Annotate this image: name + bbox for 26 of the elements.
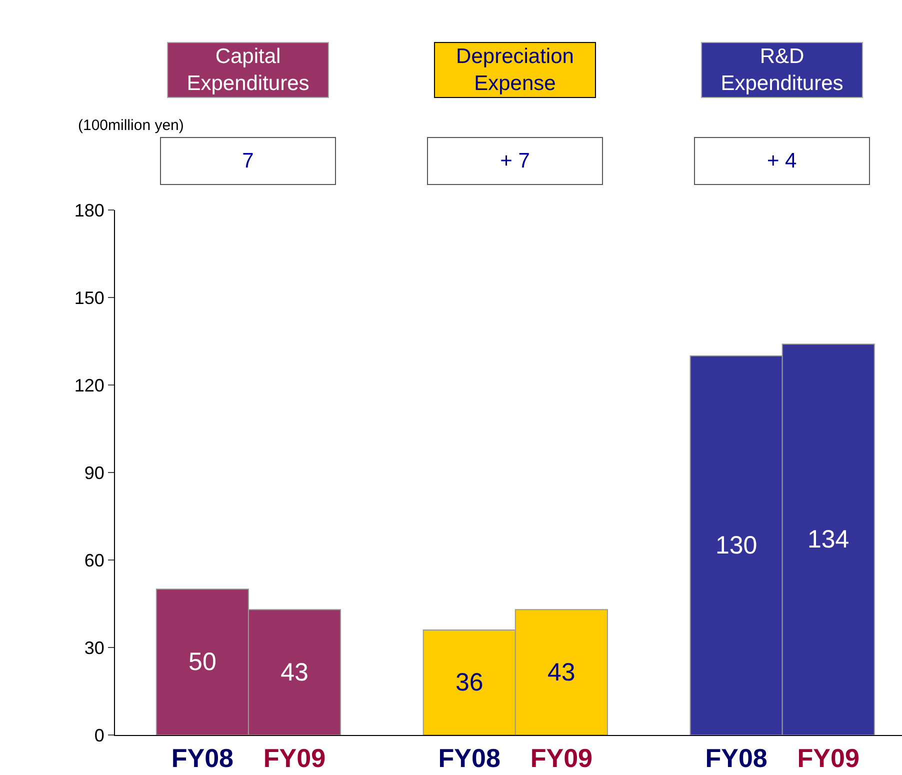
x-tick-label: FY09 — [263, 743, 326, 774]
y-tick-label: 30 — [84, 638, 104, 658]
text: 7 — [242, 150, 254, 172]
data-label: 36 — [455, 668, 484, 696]
y-tick-label: 60 — [84, 550, 104, 570]
text: + 4 — [766, 150, 798, 172]
x-tick-label: FY08 — [171, 743, 234, 774]
data-label: 43 — [548, 658, 576, 686]
y-tick-label: 0 — [94, 725, 104, 746]
text: Capital Expenditures — [186, 44, 310, 96]
data-label: 134 — [807, 526, 850, 554]
data-label: 50 — [188, 648, 216, 676]
x-tick-label: FY08 — [705, 743, 768, 774]
text: Depreciation Expense — [456, 44, 574, 96]
data-label: 130 — [715, 531, 758, 560]
y-tick-label: 120 — [74, 375, 104, 396]
y-tick-label: 150 — [74, 288, 104, 308]
text: (100million yen) — [78, 117, 184, 134]
x-tick-label: FY09 — [797, 743, 860, 774]
y-tick-label: 90 — [84, 462, 104, 483]
y-tick-label: 180 — [74, 200, 104, 220]
text: + 7 — [500, 150, 530, 172]
x-tick-label: FY08 — [438, 743, 500, 774]
data-label: 43 — [280, 658, 308, 686]
text: R&D Expenditures — [720, 44, 844, 96]
x-tick-label: FY09 — [530, 743, 593, 774]
